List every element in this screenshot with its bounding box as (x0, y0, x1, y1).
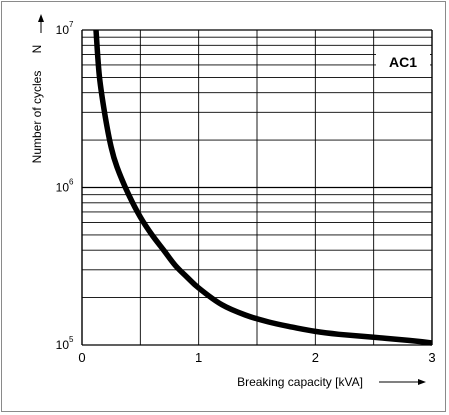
y-tick-exponent: 5 (69, 335, 74, 344)
x-tick-label: 2 (312, 350, 319, 365)
x-tick-label: 0 (78, 350, 85, 365)
y-tick-label: 10 5 (56, 335, 74, 352)
x-tick-label: 3 (428, 350, 435, 365)
legend-label: AC1 (389, 54, 417, 70)
y-tick-base: 10 (56, 23, 70, 37)
x-arrow-head (418, 379, 426, 385)
y-axis-arrow (38, 14, 44, 33)
x-axis-label: Breaking capacity [kVA] (237, 375, 363, 389)
x-axis-arrow (379, 379, 426, 385)
grid (82, 30, 432, 345)
y-tick-base: 10 (56, 338, 70, 352)
y-tick-label: 10 6 (56, 178, 74, 195)
y-tick-base: 10 (56, 181, 70, 195)
series-line (96, 30, 432, 343)
y-tick-exponent: 7 (69, 20, 74, 29)
y-tick-label: 10 7 (56, 20, 74, 37)
y-arrow-head (38, 14, 44, 22)
y-tick-exponent: 6 (69, 178, 74, 187)
y-axis-label: Number of cycles (30, 71, 44, 164)
y-axis-symbol: N (30, 45, 44, 54)
x-tick-labels: 0 1 2 3 (78, 350, 435, 365)
x-tick-label: 1 (195, 350, 202, 365)
